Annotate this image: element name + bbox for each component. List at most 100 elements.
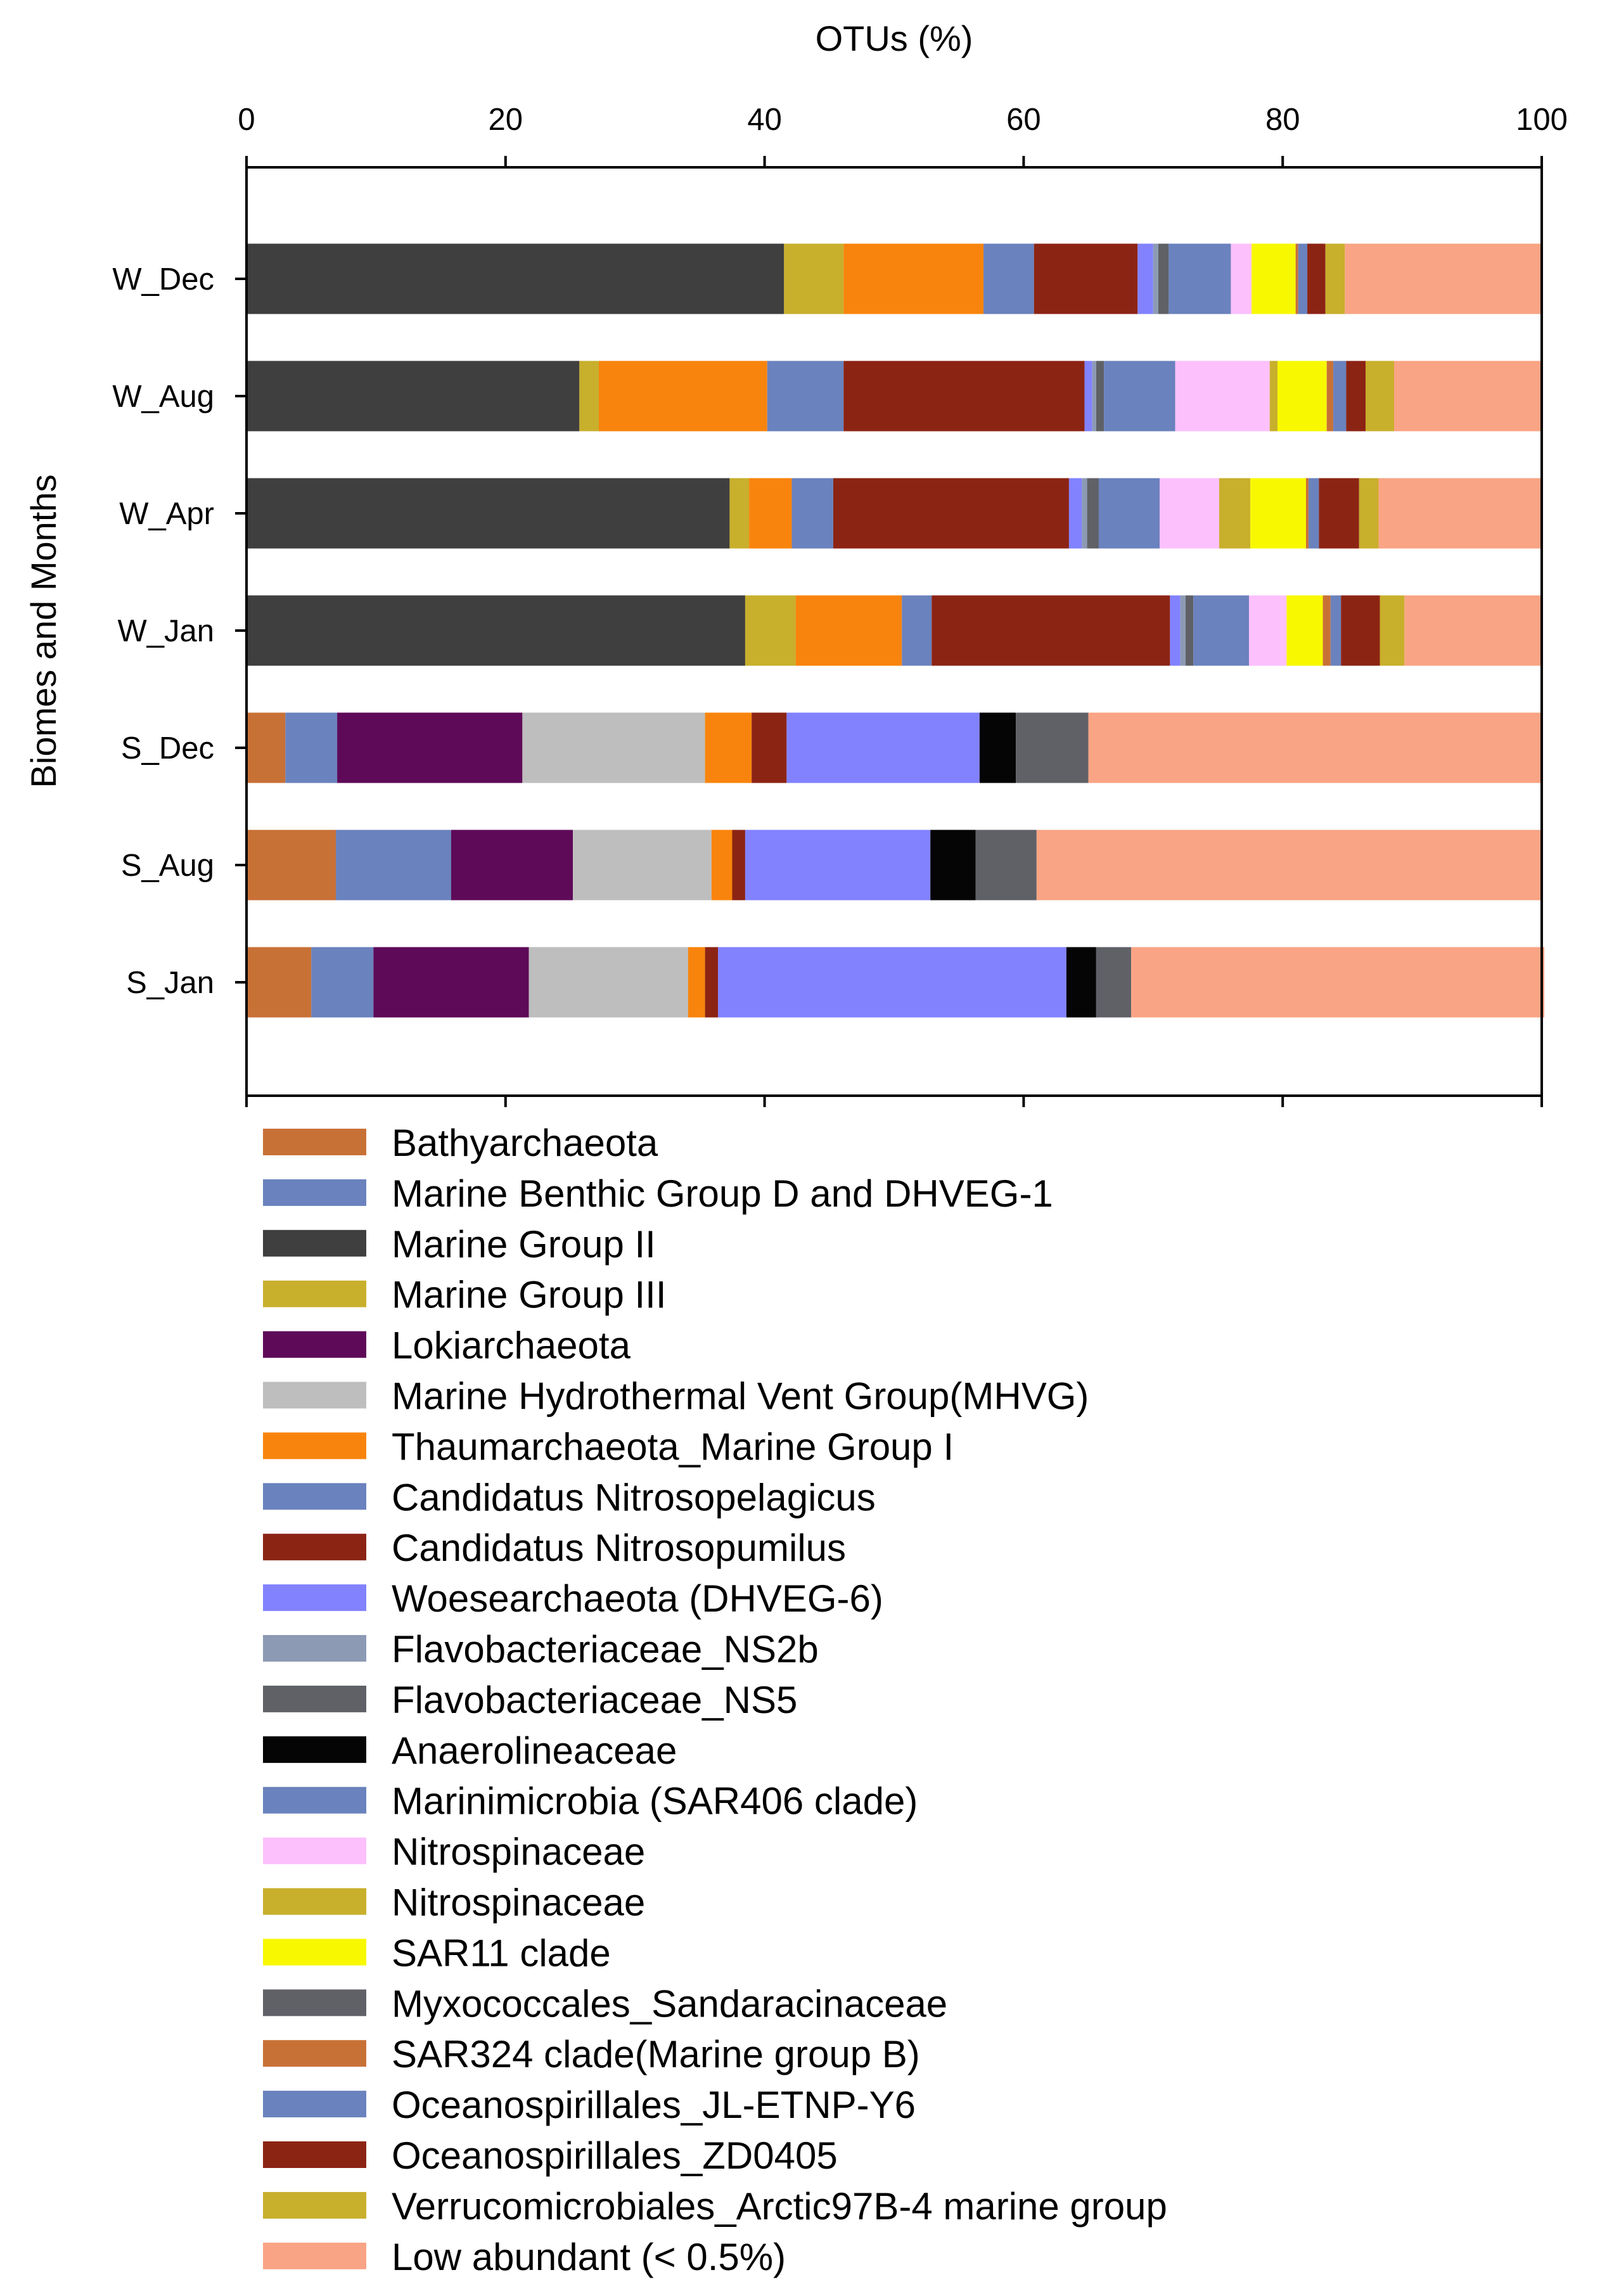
- bar-segment: [1104, 361, 1175, 432]
- bar-segment: [843, 243, 984, 314]
- legend-label: Candidatus Nitrosopelagicus: [392, 1476, 876, 1518]
- category-label: S_Jan: [126, 966, 214, 1000]
- bar-segment: [752, 712, 787, 783]
- bar-segment: [1333, 361, 1347, 432]
- bar-segment: [1393, 361, 1542, 432]
- legend-label: Bathyarchaeota: [392, 1122, 658, 1164]
- legend-swatch: [263, 2091, 366, 2118]
- legend-swatch: [263, 1382, 366, 1409]
- bar-segment: [795, 595, 902, 666]
- bar-segment: [1131, 947, 1545, 1018]
- bar-segment: [1036, 830, 1540, 901]
- bar-segment: [1309, 478, 1319, 549]
- bar-segment: [1219, 478, 1251, 549]
- bar-segment: [786, 712, 980, 783]
- bar-segment: [1319, 478, 1359, 549]
- legend-swatch: [263, 1888, 366, 1915]
- bar-segment: [983, 243, 1034, 314]
- bar-segment: [1250, 478, 1306, 549]
- bar-segment: [1366, 361, 1394, 432]
- legend-swatch: [263, 1837, 366, 1864]
- legend-swatch: [263, 1635, 366, 1662]
- bar-segment: [598, 361, 767, 432]
- bar-segment: [246, 830, 336, 901]
- category-label: W_Apr: [119, 497, 214, 531]
- bar-segment: [1341, 595, 1380, 666]
- bar-segment: [729, 478, 750, 549]
- bar-segment: [1330, 595, 1341, 666]
- legend-label: Verrucomicrobiales_Arctic97B-4 marine gr…: [392, 2185, 1167, 2228]
- legend-swatch: [263, 1534, 366, 1561]
- bar-segment: [1170, 595, 1181, 666]
- bar-segment: [1153, 243, 1158, 314]
- bar-segment: [791, 478, 833, 549]
- legend-label: Thaumarchaeota_Marine Group I: [392, 1425, 954, 1468]
- bar-segment: [975, 830, 1037, 901]
- x-tick-label: 20: [489, 103, 523, 137]
- legend-swatch: [263, 1331, 366, 1358]
- bar-segment: [1168, 243, 1231, 314]
- legend-label: Oceanospirillales_ZD0405: [392, 2134, 838, 2177]
- legend-swatch: [263, 2191, 366, 2219]
- legend-swatch: [263, 1432, 366, 1459]
- legend-label: Flavobacteriaceae_NS5: [392, 1679, 797, 1721]
- x-axis-ticks: 0 20 40 60 80 100: [238, 103, 1568, 1107]
- legend-swatch: [263, 2242, 366, 2269]
- x-tick-label: 80: [1265, 103, 1300, 137]
- category-label: S_Aug: [121, 849, 214, 883]
- legend-swatch: [263, 1736, 366, 1763]
- bar-segment: [1016, 712, 1089, 783]
- bar-segment: [843, 361, 1085, 432]
- bar-segment: [1345, 243, 1542, 314]
- bar-segment: [1380, 595, 1405, 666]
- category-label: S_Dec: [121, 731, 214, 766]
- legend-swatch: [263, 1280, 366, 1307]
- category-label: W_Jan: [117, 614, 214, 648]
- bar-segment: [246, 595, 745, 666]
- bar-segment: [1404, 595, 1542, 666]
- legend-label: Oceanospirillales_JL-ETNP-Y6: [392, 2084, 916, 2126]
- legend-label: SAR324 clade(Marine group B): [392, 2033, 920, 2075]
- legend-label: Marine Group II: [392, 1223, 656, 1266]
- bar-segment: [979, 712, 1016, 783]
- bar-segment: [1359, 478, 1379, 549]
- bar-segment: [1269, 361, 1278, 432]
- bar-segment: [1066, 947, 1096, 1018]
- bar-segment: [688, 947, 705, 1018]
- bar-segment: [1185, 595, 1194, 666]
- legend-label: Woesearchaeota (DHVEG-6): [392, 1577, 883, 1620]
- bar-segment: [1158, 243, 1169, 314]
- bar-segment: [573, 830, 712, 901]
- bar-segment: [705, 947, 719, 1018]
- bar-segment: [1175, 361, 1270, 432]
- bar-segment: [1096, 947, 1132, 1018]
- bar-segment: [373, 947, 529, 1018]
- bar-segment: [1160, 478, 1220, 549]
- legend-label: Flavobacteriaceae_NS2b: [392, 1628, 819, 1671]
- x-tick-label: 60: [1006, 103, 1041, 137]
- bar-segment: [732, 830, 745, 901]
- bar-segment: [1231, 243, 1252, 314]
- x-tick-label: 100: [1516, 103, 1568, 137]
- bar-segment: [1322, 595, 1331, 666]
- bar-segment: [1295, 243, 1298, 314]
- bar-segment: [1307, 243, 1326, 314]
- bar-segment: [336, 830, 451, 901]
- bar-segment: [1325, 243, 1345, 314]
- legend-swatch: [263, 1989, 366, 2017]
- bar-segment: [246, 712, 286, 783]
- bar-segment: [749, 478, 792, 549]
- legend-label: Anaerolineaceae: [392, 1729, 677, 1772]
- x-tick-label: 0: [238, 103, 255, 137]
- bar-segment: [1137, 243, 1153, 314]
- x-tick-label: 40: [747, 103, 782, 137]
- bar-segment: [246, 947, 312, 1018]
- bar-segment: [932, 595, 1170, 666]
- legend: Bathyarchaeota Marine Benthic Group D and…: [263, 1122, 1167, 2278]
- legend-swatch: [263, 1129, 366, 1155]
- bar-segment: [1098, 478, 1160, 549]
- legend-label: Marine Group III: [392, 1274, 667, 1316]
- bar-segment: [1193, 595, 1250, 666]
- legend-label: Candidatus Nitrosopumilus: [392, 1527, 846, 1569]
